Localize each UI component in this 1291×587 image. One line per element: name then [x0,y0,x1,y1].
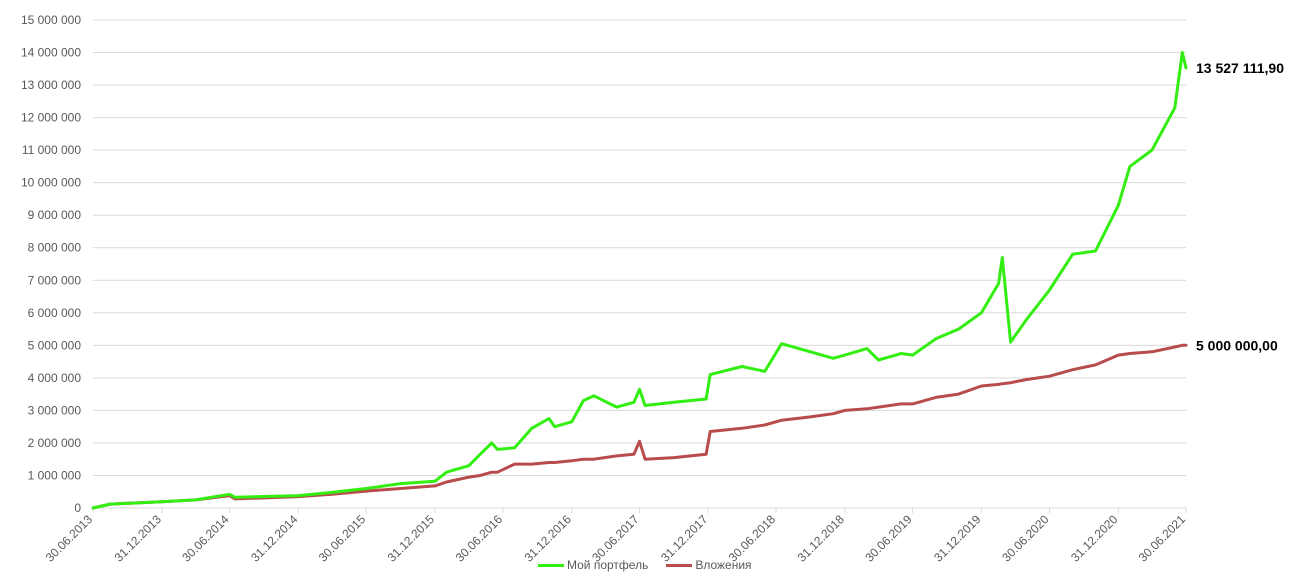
legend: Мой портфель Вложения [538,558,752,572]
series [91,51,1188,510]
series-line-portfolio [91,51,1188,510]
x-tick-label: 31.12.2013 [112,512,165,565]
legend-item-investments: Вложения [666,558,752,572]
x-tick-label: 31.12.2017 [658,512,711,565]
x-tick-label: 31.12.2015 [385,512,438,565]
x-tick-label: 31.12.2014 [248,512,301,565]
y-tick-label: 7 000 000 [28,273,82,287]
x-tick-label: 31.12.2016 [522,512,575,565]
x-tick-label: 30.06.2016 [453,512,506,565]
y-tick-label: 9 000 000 [28,208,82,222]
series-line-investments [91,343,1188,510]
legend-label-investments: Вложения [695,558,752,572]
legend-swatch-portfolio [538,563,564,567]
y-tick-label: 10 000 000 [21,176,81,190]
x-tick-label: 30.06.2014 [179,512,232,565]
legend-item-portfolio: Мой портфель [538,558,648,572]
x-tick-label: 30.06.2020 [999,512,1052,565]
y-tick-label: 11 000 000 [22,143,81,157]
y-axis: 0 1 000 000 2 000 000 3 000 000 4 000 000 5 0… [21,13,81,515]
y-tick-label: 4 000 000 [28,371,82,385]
y-tick-label: 5 000 000 [28,338,82,352]
y-tick-label: 0 [74,501,81,515]
end-label-portfolio: 13 527 111,90 [1196,60,1284,76]
y-tick-label: 3 000 000 [28,403,82,417]
legend-label-portfolio: Мой портфель [567,558,649,572]
y-tick-label: 13 000 000 [21,78,81,92]
x-tick-label: 30.06.2019 [862,512,915,565]
end-label-investments: 5 000 000,00 [1196,337,1278,353]
end-labels: 5 000 000,00 13 527 111,90 [1196,60,1284,353]
legend-swatch-investments [666,563,693,567]
y-tick-label: 12 000 000 [21,111,81,125]
gridlines [93,19,1186,476]
x-tick-label: 30.06.2017 [589,512,642,565]
y-tick-label: 2 000 000 [28,436,82,450]
y-tick-label: 8 000 000 [28,241,82,255]
y-tick-label: 6 000 000 [28,306,82,320]
x-axis: 30.06.2013 31.12.2013 30.06.2014 31.12.2014… [43,508,1189,565]
x-tick-label: 30.06.2013 [43,512,96,565]
x-tick-label: 30.06.2018 [726,512,779,565]
y-tick-label: 14 000 000 [21,46,81,60]
x-tick-label: 30.06.2021 [1136,512,1189,565]
x-tick-label: 31.12.2019 [931,512,984,565]
y-tick-label: 1 000 000 [28,468,82,482]
x-tick-label: 30.06.2015 [316,512,369,565]
x-tick-label: 31.12.2020 [1068,512,1121,565]
x-tick-label: 31.12.2018 [795,512,848,565]
y-tick-label: 15 000 000 [21,13,81,27]
